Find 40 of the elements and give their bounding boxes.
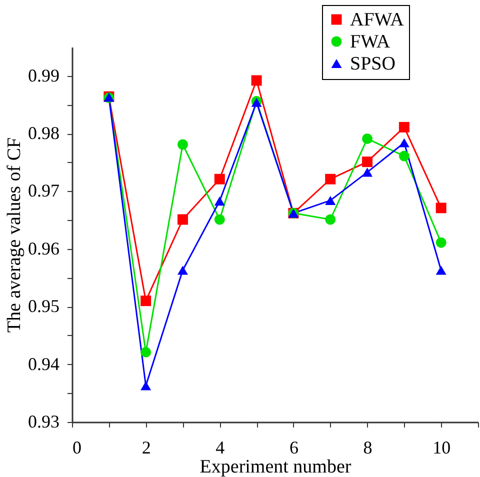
y-tick-label: 0.99 [28, 65, 60, 86]
point [251, 75, 262, 86]
point [436, 266, 446, 275]
point [177, 214, 188, 225]
x-tick-label: 6 [289, 438, 298, 458]
x-tick-label: 4 [216, 438, 225, 458]
y-tick-label: 0.93 [28, 412, 60, 432]
point [436, 237, 446, 248]
point [140, 296, 152, 306]
point [177, 266, 188, 275]
point [325, 214, 336, 225]
x-tick-label: 8 [363, 438, 372, 458]
point [140, 346, 152, 358]
point [398, 138, 410, 148]
point [177, 139, 188, 150]
y-tick-label: 0.96 [28, 238, 60, 258]
y-axis-title: The average values of CF [4, 137, 25, 333]
point [325, 196, 336, 206]
legend-label: AFWA [350, 10, 404, 30]
point [398, 122, 410, 132]
point [362, 168, 373, 177]
y-tick-label: 0.94 [28, 354, 60, 374]
x-axis-title: Experiment number [200, 456, 352, 477]
point [398, 150, 410, 162]
point [325, 174, 336, 184]
point [436, 202, 446, 214]
x-tick-label: 0 [72, 438, 82, 458]
point [214, 214, 225, 225]
y-tick-label: 0.98 [28, 123, 60, 144]
legend-label: FWA [350, 32, 390, 52]
point [214, 174, 225, 184]
y-tick-label: 0.97 [28, 180, 60, 201]
point [362, 156, 373, 168]
x-tick-label: 2 [142, 438, 151, 458]
point [214, 196, 225, 206]
x-tick-label: 10 [432, 438, 451, 458]
point [362, 133, 373, 144]
legend-label: SPSO [350, 54, 396, 74]
point [140, 381, 152, 390]
y-tick-label: 0.95 [28, 296, 60, 316]
